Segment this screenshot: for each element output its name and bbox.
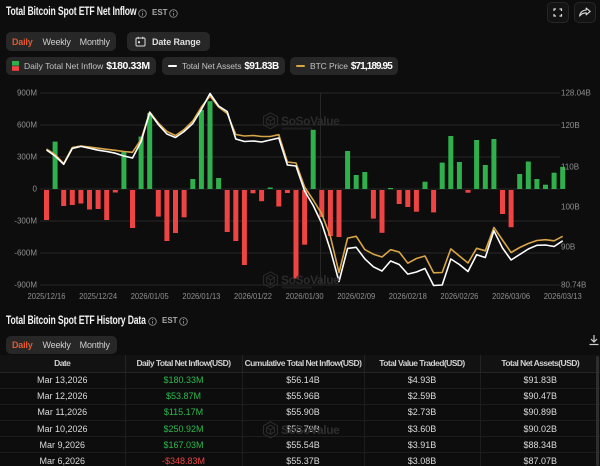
svg-text:90B: 90B xyxy=(561,243,575,252)
svg-text:600M: 600M xyxy=(17,121,37,130)
svg-text:2026/03/13: 2026/03/13 xyxy=(544,292,583,301)
svg-text:-300M: -300M xyxy=(14,217,37,226)
svg-text:128.04B: 128.04B xyxy=(561,89,591,98)
svg-text:2026/02/26: 2026/02/26 xyxy=(440,292,479,301)
svg-text:2026/01/30: 2026/01/30 xyxy=(286,292,325,301)
svg-text:80.74B: 80.74B xyxy=(561,281,586,290)
svg-text:2026/02/09: 2026/02/09 xyxy=(337,292,376,301)
svg-text:0: 0 xyxy=(33,185,38,194)
svg-text:2025/12/24: 2025/12/24 xyxy=(79,292,118,301)
svg-text:2026/01/05: 2026/01/05 xyxy=(131,292,170,301)
svg-text:2025/12/16: 2025/12/16 xyxy=(28,292,67,301)
svg-text:2026/01/13: 2026/01/13 xyxy=(182,292,221,301)
svg-text:-900M: -900M xyxy=(14,281,37,290)
svg-text:2026/03/06: 2026/03/06 xyxy=(492,292,531,301)
svg-text:-600M: -600M xyxy=(14,249,37,258)
svg-text:SoSoValue: SoSoValue xyxy=(281,423,340,437)
svg-text:120B: 120B xyxy=(561,121,580,130)
svg-text:2026/02/18: 2026/02/18 xyxy=(389,292,428,301)
svg-text:900M: 900M xyxy=(17,89,37,98)
svg-text:100B: 100B xyxy=(561,203,580,212)
svg-text:110B: 110B xyxy=(561,163,579,172)
svg-text:2026/01/22: 2026/01/22 xyxy=(234,292,273,301)
svg-text:300M: 300M xyxy=(17,153,37,162)
